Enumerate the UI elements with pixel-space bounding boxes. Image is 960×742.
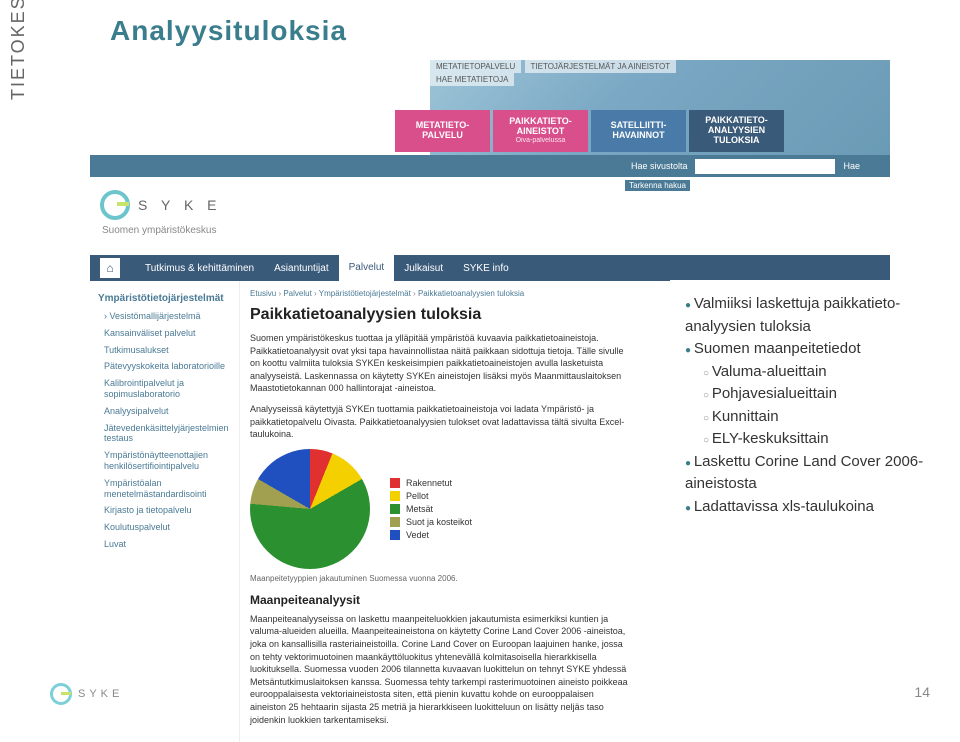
legend-swatch <box>390 491 400 501</box>
sidebar-item[interactable]: Vesistömallijärjestelmä <box>90 308 239 325</box>
overlay-bullets: Valmiiksi laskettuja paikkatieto-analyys… <box>670 280 950 531</box>
slide-title: Analyysituloksia <box>110 15 347 47</box>
legend-swatch <box>390 530 400 540</box>
logo-icon <box>100 190 130 220</box>
tile-satelliitti[interactable]: SATELLIITTI-HAVAINNOT <box>591 110 686 152</box>
legend-swatch <box>390 504 400 514</box>
page-number: 14 <box>914 684 930 700</box>
header-small-tabs: METATIETOPALVELU TIETOJÄRJESTELMÄT JA AI… <box>430 60 677 86</box>
sidebar-heading[interactable]: Ympäristötietojärjestelmät <box>90 289 239 308</box>
small-tab[interactable]: METATIETOPALVELU <box>430 60 521 73</box>
legend-item: Metsät <box>390 504 472 514</box>
sidebar-item[interactable]: Jätevedenkäsittelyjärjestelmien testaus <box>90 420 239 448</box>
footer-logo-text: SYKE <box>78 688 123 700</box>
search-bar: Hae sivustolta Hae Tarkenna hakua <box>90 155 890 177</box>
breadcrumb-current: Paikkatietoanalyysien tuloksia <box>418 289 524 298</box>
sub-bullet: Pohjavesialueittain <box>703 383 935 406</box>
bullet: Laskettu Corine Land Cover 2006-aineisto… <box>685 451 935 496</box>
breadcrumb-link[interactable]: Palvelut <box>283 289 311 298</box>
legend-item: Suot ja kosteikot <box>390 517 472 527</box>
chart-caption: Maanpeitetyyppien jakautuminen Suomessa … <box>250 574 750 583</box>
nav-item[interactable]: Tutkimus & kehittäminen <box>135 263 264 274</box>
search-input[interactable] <box>695 159 835 174</box>
nav-item[interactable]: SYKE info <box>453 263 519 274</box>
logo-text: S Y K E <box>138 197 222 213</box>
home-icon[interactable]: ⌂ <box>100 258 120 278</box>
legend-item: Vedet <box>390 530 472 540</box>
bullet: Valmiiksi laskettuja paikkatieto-analyys… <box>685 293 935 338</box>
sub-bullet: Kunnittain <box>703 406 935 429</box>
small-tab[interactable]: TIETOJÄRJESTELMÄT JA AINEISTOT <box>525 60 677 73</box>
legend-item: Rakennetut <box>390 478 472 488</box>
pie-chart <box>250 449 370 569</box>
sidebar-item[interactable]: Luvat <box>90 536 239 553</box>
pie-legend: Rakennetut Pellot Metsät Suot ja kosteik… <box>390 475 472 543</box>
legend-swatch <box>390 517 400 527</box>
small-tab[interactable]: HAE METATIETOJA <box>430 73 514 86</box>
logo-subtitle: Suomen ympäristökeskus <box>102 225 217 236</box>
header: METATIETOPALVELU TIETOJÄRJESTELMÄT JA AI… <box>90 60 890 180</box>
breadcrumb-link[interactable]: Etusivu <box>250 289 276 298</box>
nav-item-active[interactable]: Palvelut <box>339 255 395 281</box>
vertical-label: TIETOKESKUS <box>8 0 29 100</box>
sidebar-item[interactable]: Ympäristönäytteenottajien henkilösertifi… <box>90 447 239 475</box>
legend-swatch <box>390 478 400 488</box>
legend-item: Pellot <box>390 491 472 501</box>
search-button[interactable]: Hae <box>843 161 860 171</box>
section-heading: Maanpeiteanalyysit <box>250 593 750 607</box>
tile-paikkatieto-aineistot[interactable]: PAIKKATIETO-AINEISTOTOiva-palvelussa <box>493 110 588 152</box>
bullet: Ladattavissa xls-taulukoina <box>685 496 935 519</box>
sidebar: Ympäristötietojärjestelmät Vesistömallij… <box>90 281 240 742</box>
sidebar-item[interactable]: Kirjasto ja tietopalvelu <box>90 502 239 519</box>
sidebar-item[interactable]: Ympäristöalan menetelmästandardisointi <box>90 475 239 503</box>
breadcrumb-link[interactable]: Ympäristötietojärjestelmät <box>319 289 411 298</box>
paragraph: Analyyseissä käytettyjä SYKEn tuottamia … <box>250 403 630 441</box>
paragraph: Maanpeiteanalyyseissa on laskettu maanpe… <box>250 613 630 726</box>
footer-logo: SYKE <box>50 683 123 705</box>
tile-row: METATIETO-PALVELU PAIKKATIETO-AINEISTOTO… <box>395 110 784 152</box>
bullet: Suomen maanpeitetiedot <box>685 338 935 361</box>
refine-search-link[interactable]: Tarkenna hakua <box>625 180 690 191</box>
sidebar-item[interactable]: Kalibrointipalvelut ja sopimuslaboratori… <box>90 375 239 403</box>
footer-logo-icon <box>50 683 72 705</box>
nav-item[interactable]: Asiantuntijat <box>264 263 338 274</box>
tile-metatieto[interactable]: METATIETO-PALVELU <box>395 110 490 152</box>
sidebar-item[interactable]: Kansainväliset palvelut <box>90 325 239 342</box>
sidebar-item[interactable]: Analyysipalvelut <box>90 403 239 420</box>
paragraph: Suomen ympäristökeskus tuottaa ja ylläpi… <box>250 332 630 395</box>
tile-analyysien-tuloksia[interactable]: PAIKKATIETO-ANALYYSIEN TULOKSIA <box>689 110 784 152</box>
sub-bullet: ELY-keskuksittain <box>703 428 935 451</box>
sub-bullet: Valuma-alueittain <box>703 361 935 384</box>
search-label: Hae sivustolta <box>631 161 688 171</box>
sidebar-item[interactable]: Tutkimusalukset <box>90 342 239 359</box>
site-logo[interactable]: S Y K E <box>100 190 222 220</box>
sidebar-item[interactable]: Koulutuspalvelut <box>90 519 239 536</box>
nav-item[interactable]: Julkaisut <box>394 263 453 274</box>
main-nav: ⌂ Tutkimus & kehittäminen Asiantuntijat … <box>90 255 890 281</box>
sidebar-item[interactable]: Pätevyyskokeita laboratorioille <box>90 358 239 375</box>
